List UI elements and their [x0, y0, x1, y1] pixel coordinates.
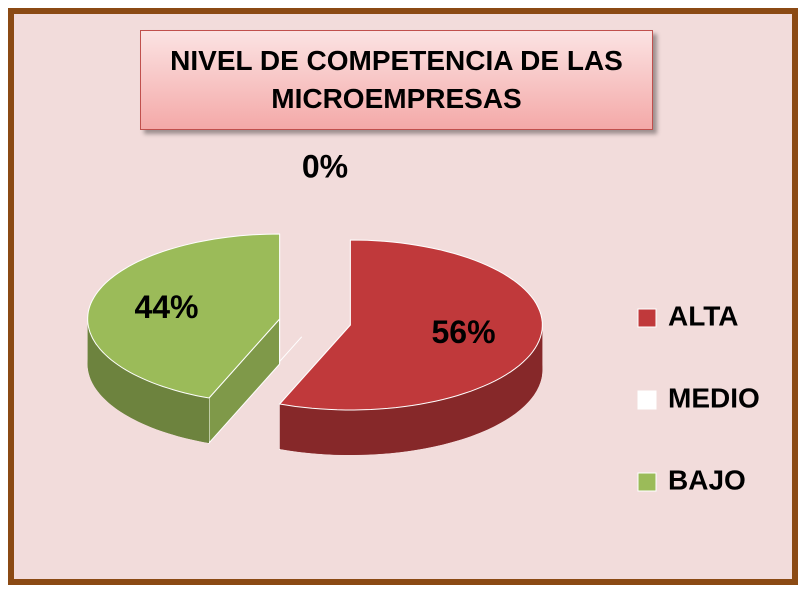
data-label: 56% [431, 314, 495, 350]
legend-label: ALTA [668, 300, 739, 331]
data-label: 0% [302, 148, 348, 184]
data-label: 44% [134, 289, 198, 325]
title-box: NIVEL DE COMPETENCIA DE LAS MICROEMPRESA… [140, 30, 653, 130]
legend-label: BAJO [668, 464, 746, 495]
legend-swatch [637, 390, 657, 410]
legend-label: MEDIO [668, 382, 760, 413]
slice-side [279, 325, 543, 455]
slice [87, 233, 281, 399]
slice [278, 239, 543, 411]
legend-swatch [637, 308, 657, 328]
chart-title: NIVEL DE COMPETENCIA DE LAS MICROEMPRESA… [170, 45, 623, 114]
legend-swatch [637, 472, 657, 492]
